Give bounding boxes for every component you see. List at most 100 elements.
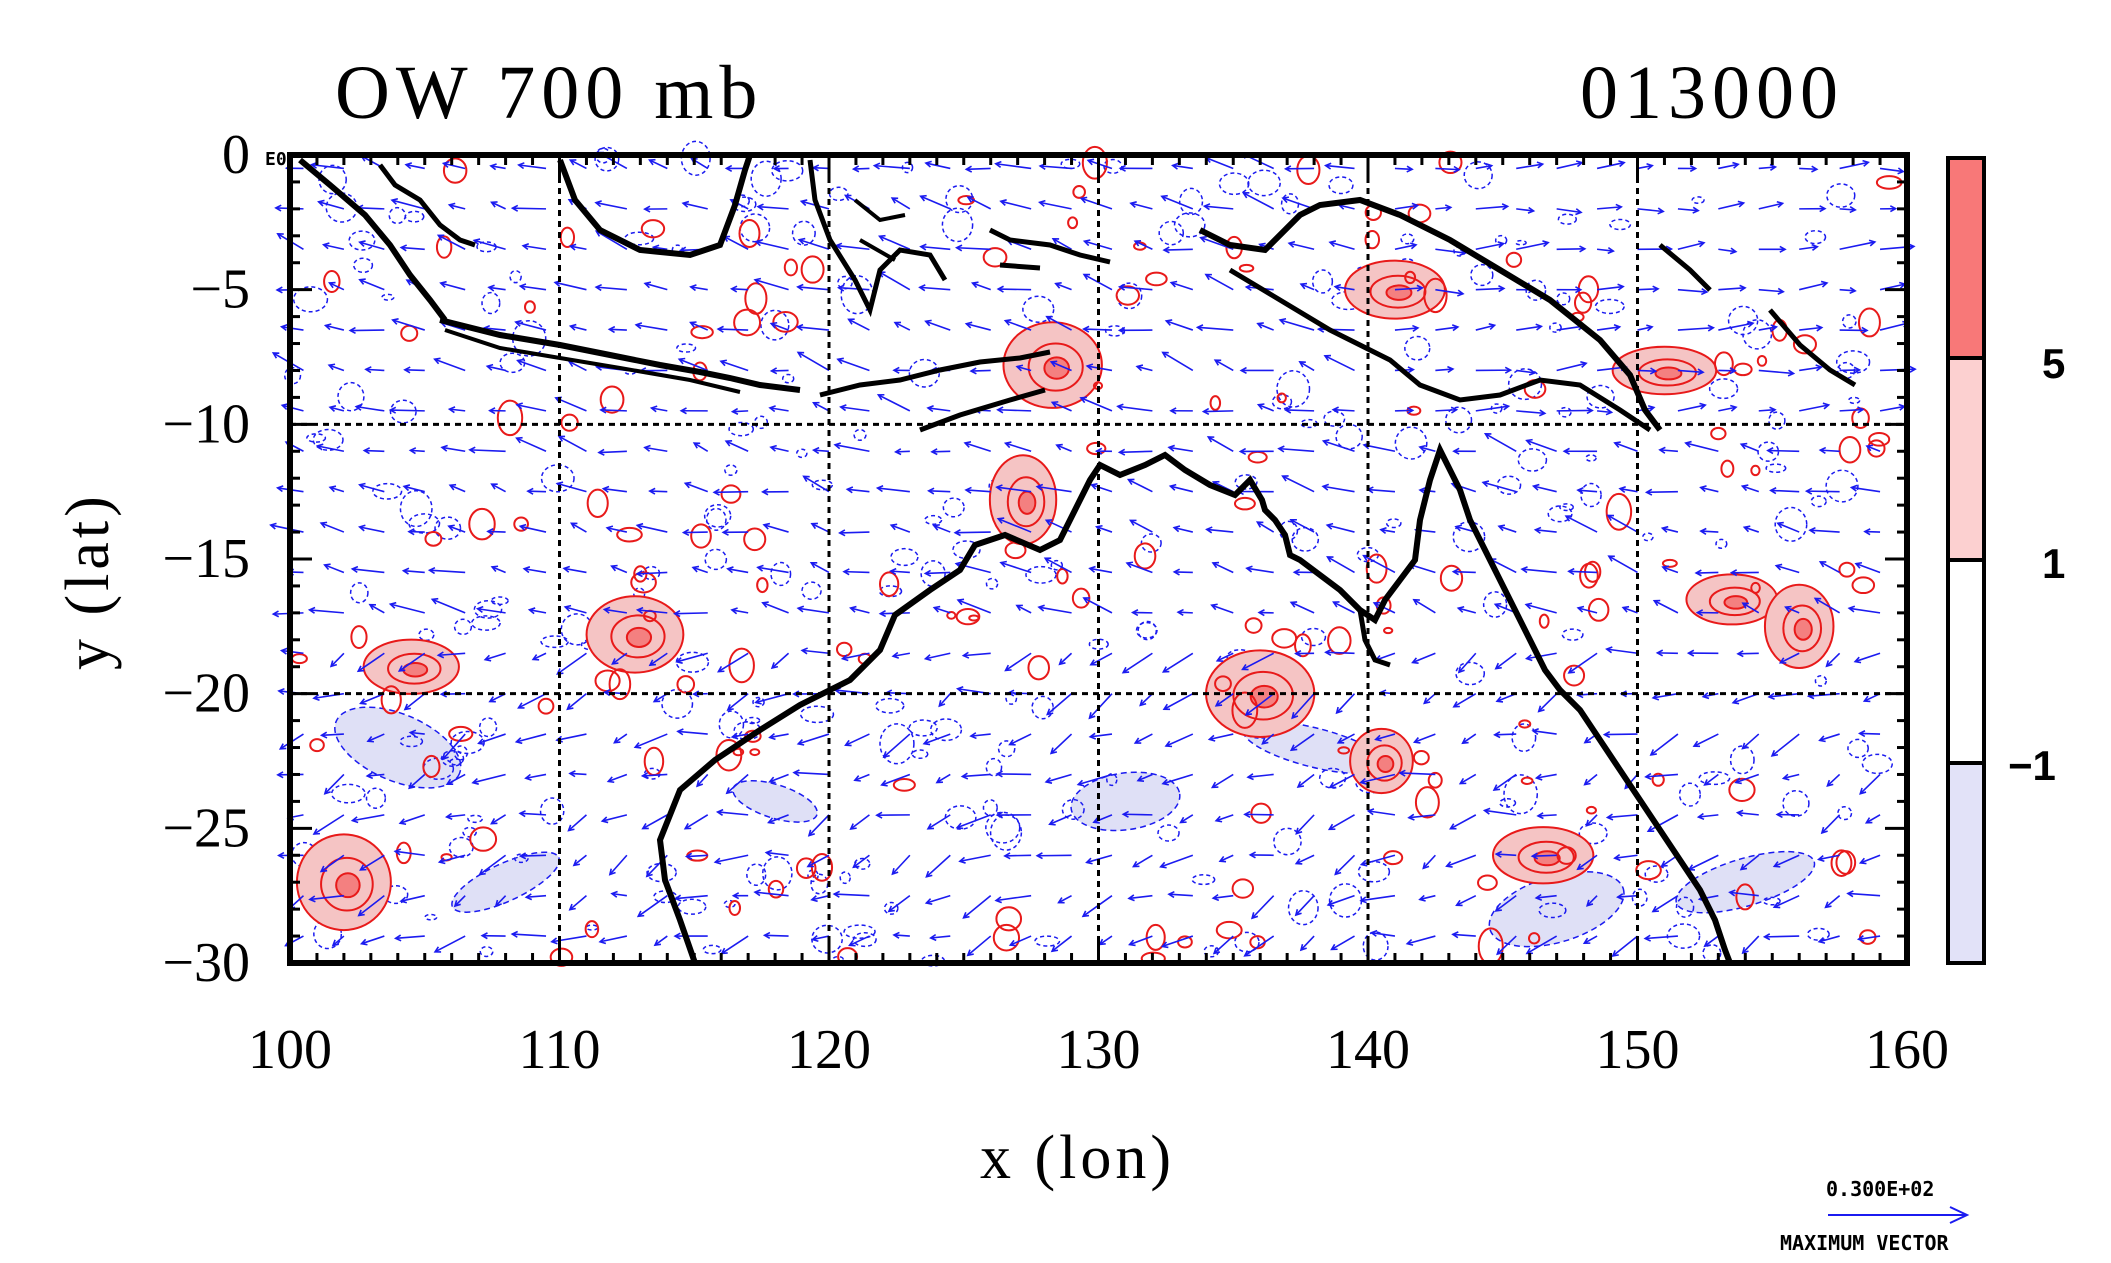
wind-vector-head (471, 778, 479, 785)
wind-vector-head (605, 525, 614, 533)
wind-vector (637, 571, 668, 575)
negative-ow-contour (843, 924, 876, 939)
y-tick-label: −15 (162, 528, 250, 590)
wind-vector-head (1359, 859, 1368, 867)
wind-vector (1495, 652, 1517, 670)
wind-vector-head (1299, 282, 1308, 290)
wind-vector (684, 814, 709, 830)
wind-vector-head (643, 281, 652, 289)
wind-vector (1168, 446, 1193, 453)
wind-vector-head (966, 949, 974, 957)
negative-ow-contour (1499, 798, 1517, 808)
wind-vector (1209, 733, 1234, 741)
wind-vector-head (1770, 749, 1779, 757)
negative-ow-contour (389, 399, 417, 424)
negative-ow-contour (1810, 495, 1827, 508)
wind-vector (1718, 287, 1746, 291)
wind-vector-head (753, 277, 762, 285)
wind-vector-head (1534, 773, 1543, 781)
negative-ow-contour (1173, 212, 1206, 238)
wind-vector (520, 854, 547, 857)
wind-vector-head (517, 702, 525, 709)
wind-vector-head (475, 605, 484, 614)
wind-vector (484, 652, 506, 661)
wind-vector-head (1035, 483, 1044, 491)
wind-vector-head (1730, 404, 1738, 412)
wind-vector-head (441, 753, 449, 761)
wind-vector-head (568, 243, 577, 251)
wind-vector (1452, 933, 1476, 937)
wind-vector-head (407, 528, 415, 536)
wind-vector-head (994, 896, 1002, 904)
wind-vector-head (1684, 440, 1692, 448)
wind-vector-head (1161, 666, 1170, 673)
wind-vector-head (1129, 201, 1137, 208)
wind-vector (1329, 241, 1355, 251)
wind-vector (360, 692, 385, 705)
wind-vector-head (810, 935, 819, 943)
wind-vector-head (880, 779, 888, 787)
wind-vector-head (802, 475, 810, 482)
wind-vector (477, 607, 506, 614)
wind-vector-head (1418, 444, 1426, 452)
wind-vector-head (1700, 288, 1709, 296)
wind-vector-head (1003, 441, 1012, 449)
positive-ow-core (1533, 850, 1561, 867)
wind-vector (682, 202, 708, 210)
wind-vector (1327, 524, 1355, 533)
negative-ow-contour (799, 705, 835, 724)
wind-vector (1178, 611, 1193, 614)
positive-ow-contour-small (676, 675, 696, 694)
wind-vector (675, 894, 708, 900)
wind-vector-head (761, 488, 769, 496)
wind-vector-head (1330, 943, 1338, 951)
negative-ow-contour (624, 231, 655, 246)
wind-vector (770, 446, 789, 453)
wind-vector (1117, 405, 1153, 412)
coast-australia (656, 442, 1733, 965)
wind-vector-head (1206, 436, 1215, 443)
negative-ow-contour (1765, 463, 1787, 474)
negative-ow-contour (1609, 218, 1632, 231)
wind-vector-head (935, 776, 943, 784)
wind-vector (769, 407, 789, 412)
wind-vector (799, 238, 830, 251)
wind-vector (1413, 599, 1436, 614)
positive-ow-contour-small (1830, 849, 1853, 877)
wind-vector (930, 935, 951, 939)
wind-vector (1806, 490, 1840, 493)
wind-vector-head (447, 524, 455, 532)
wind-vector-head (1088, 565, 1096, 573)
wind-vector-head (1089, 659, 1097, 666)
wind-vector-head (840, 654, 849, 662)
wind-vector (995, 894, 1032, 902)
wind-vector-head (1245, 565, 1253, 573)
positive-ow-contour-small (1710, 426, 1727, 441)
wind-vector (1858, 935, 1881, 941)
wind-vector-head (478, 868, 486, 876)
wind-vector (1000, 200, 1032, 210)
wind-vector (1211, 773, 1234, 789)
wind-vector (1740, 443, 1760, 453)
wind-vector (678, 358, 709, 372)
wind-vector-head (1296, 781, 1305, 789)
negative-ow-contour (1400, 233, 1415, 245)
wind-vector (512, 933, 547, 937)
positive-ow-contour-small (1056, 567, 1069, 585)
positive-ow-core (1249, 684, 1279, 709)
wind-vector-head (1567, 567, 1575, 576)
wind-vector-head (953, 529, 961, 537)
wind-vector (1758, 326, 1777, 331)
positive-ow-contour-small (982, 247, 1008, 268)
wind-vector-head (792, 769, 800, 777)
positive-ow-contour-small (1081, 145, 1108, 180)
wind-vector (1879, 322, 1909, 331)
wind-vector (1051, 401, 1072, 412)
wind-vector (895, 450, 910, 453)
wind-vector (720, 360, 749, 372)
wind-vector-head (567, 824, 575, 832)
wind-vector-head (356, 665, 365, 673)
wind-vector-head (807, 829, 815, 837)
wind-vector-head (635, 570, 643, 578)
wind-vector-head (510, 930, 519, 938)
